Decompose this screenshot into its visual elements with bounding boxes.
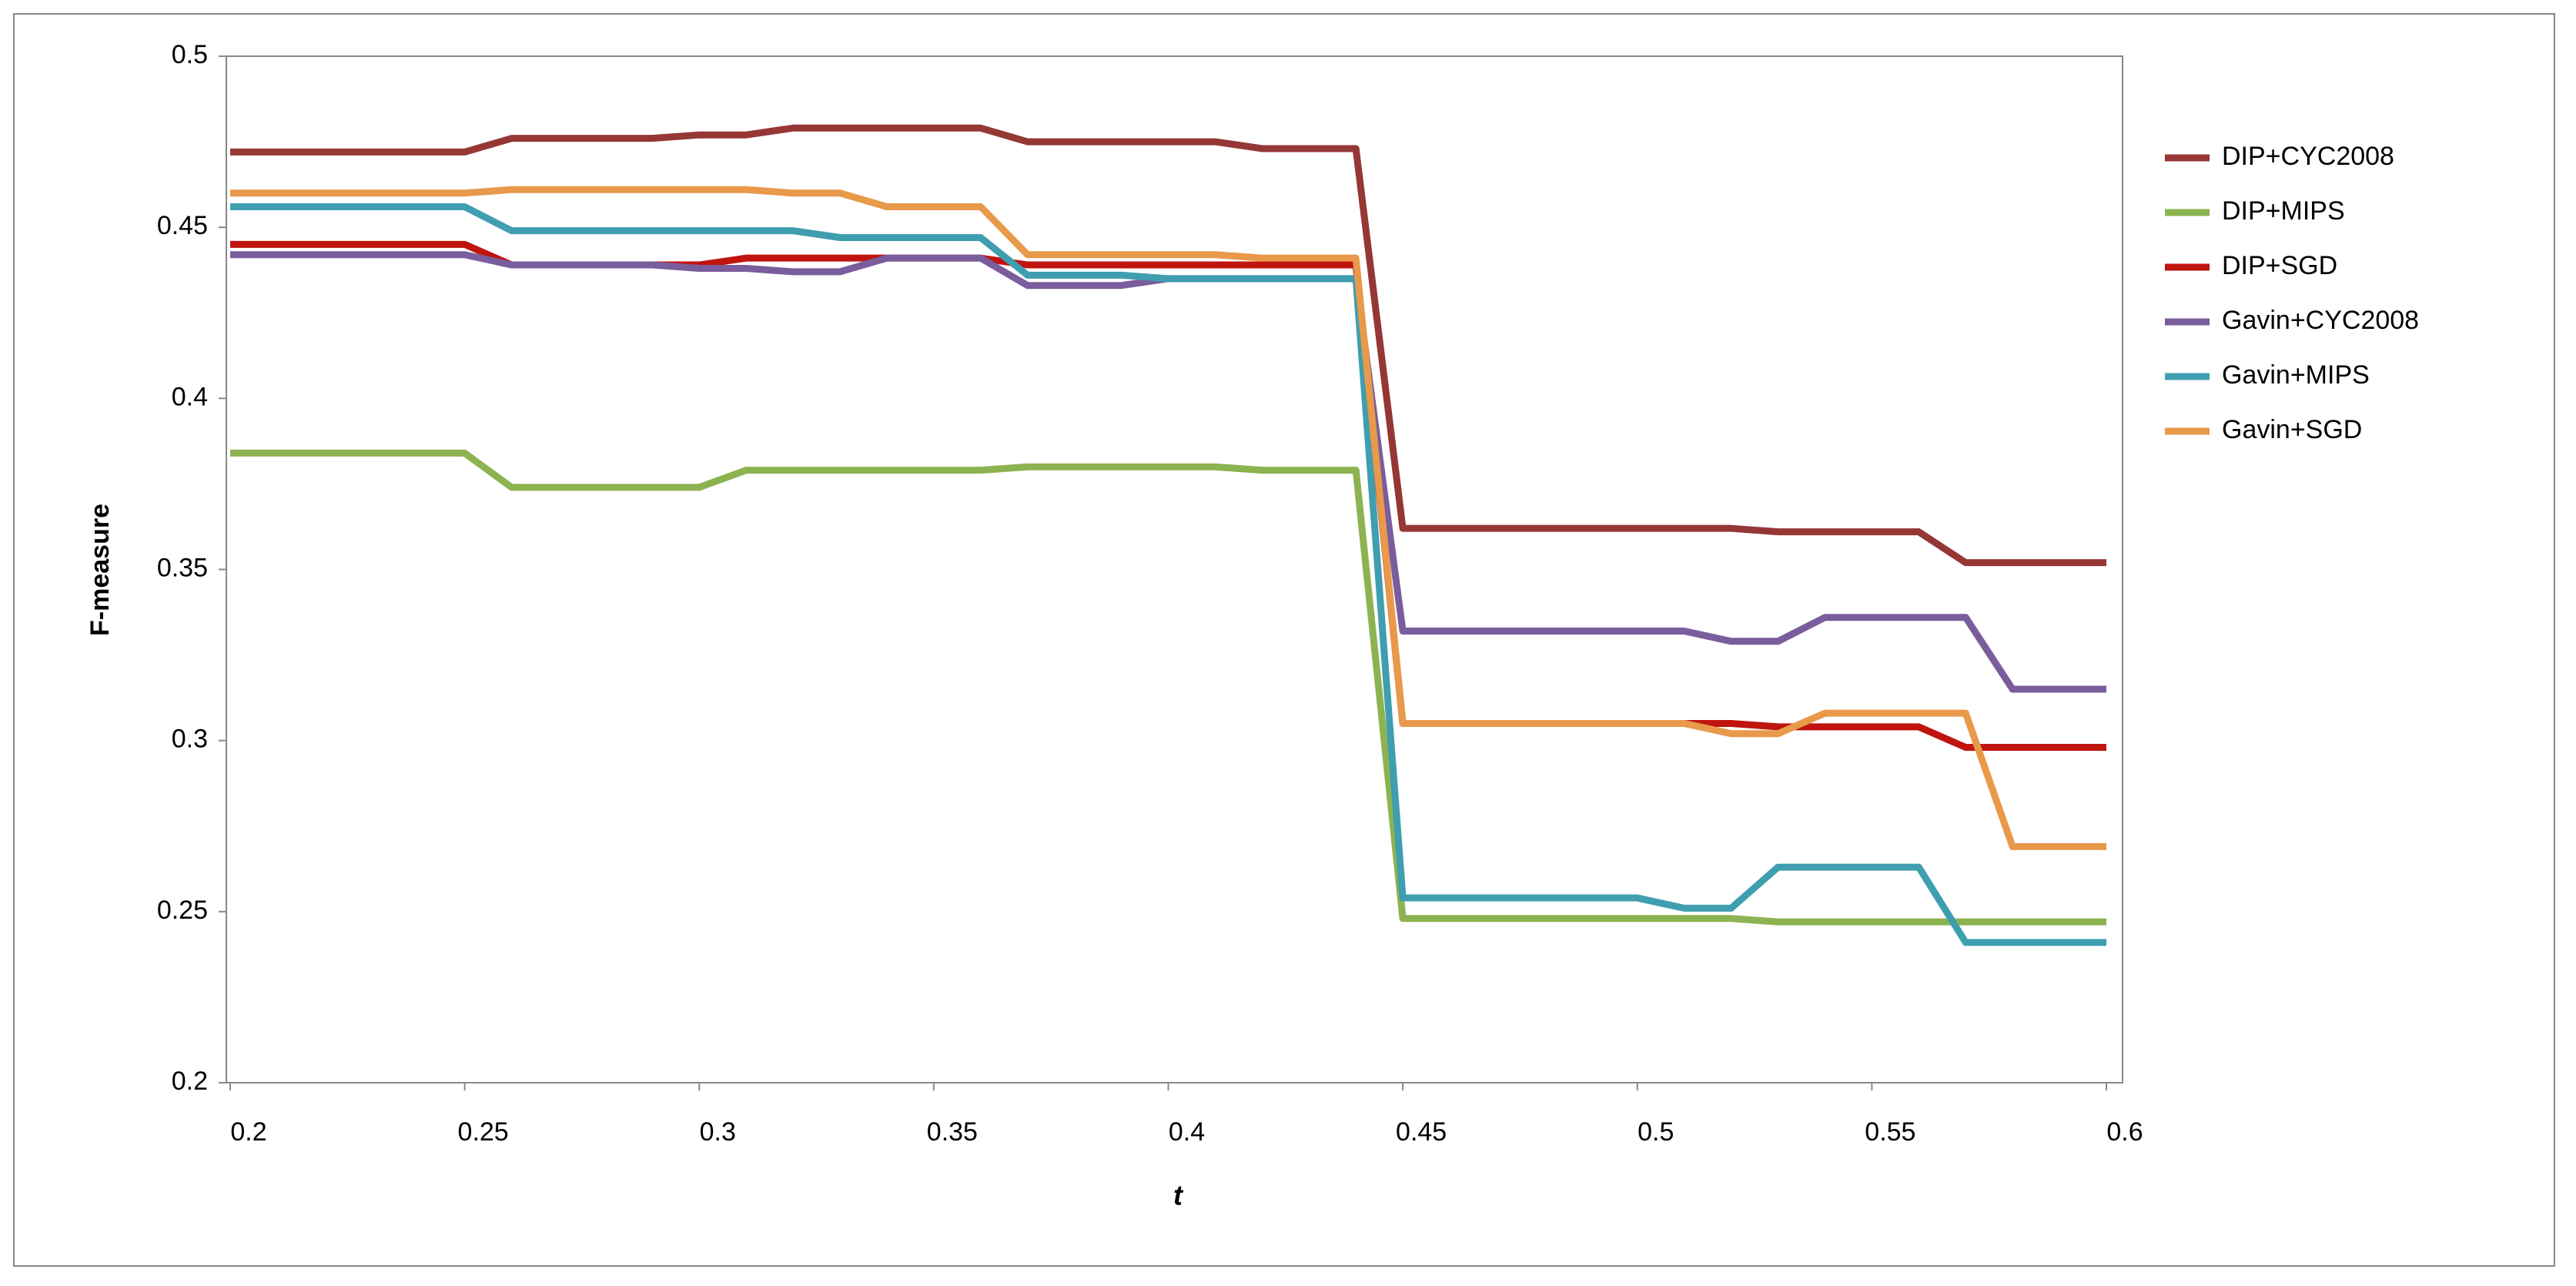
chart-border bbox=[13, 13, 2555, 1267]
legend-label: DIP+CYC2008 bbox=[2222, 142, 2394, 171]
x-tick-label: 0.3 bbox=[700, 1117, 736, 1147]
y-tick-label: 0.4 bbox=[172, 382, 208, 411]
x-tick-label: 0.25 bbox=[458, 1117, 509, 1147]
legend-label: DIP+SGD bbox=[2222, 251, 2337, 280]
legend-label: Gavin+CYC2008 bbox=[2222, 306, 2419, 335]
series-line bbox=[230, 186, 2106, 850]
x-tick-label: 0.6 bbox=[2106, 1117, 2143, 1147]
y-tick-label: 0.35 bbox=[157, 553, 208, 582]
y-tick-label: 0.2 bbox=[172, 1067, 208, 1096]
legend-label: Gavin+SGD bbox=[2222, 415, 2362, 444]
x-tick-label: 0.2 bbox=[230, 1117, 266, 1147]
y-tick-label: 0.25 bbox=[157, 896, 208, 925]
legend-label: DIP+MIPS bbox=[2222, 196, 2345, 226]
y-tick-label: 0.5 bbox=[172, 40, 208, 69]
x-tick-label: 0.4 bbox=[1169, 1117, 1205, 1147]
y-axis-label: F-measure bbox=[85, 504, 115, 636]
x-tick-label: 0.55 bbox=[1865, 1117, 1915, 1147]
series-line bbox=[230, 449, 2106, 926]
x-tick-label: 0.5 bbox=[1638, 1117, 1674, 1147]
series-line bbox=[230, 124, 2106, 567]
legend-label: Gavin+MIPS bbox=[2222, 360, 2370, 390]
x-tick-label: 0.35 bbox=[927, 1117, 978, 1147]
x-axis-label: t bbox=[1173, 1180, 1184, 1211]
series-line bbox=[230, 203, 2106, 946]
x-tick-label: 0.45 bbox=[1396, 1117, 1447, 1147]
y-tick-label: 0.45 bbox=[157, 211, 208, 240]
y-tick-label: 0.3 bbox=[172, 725, 208, 754]
